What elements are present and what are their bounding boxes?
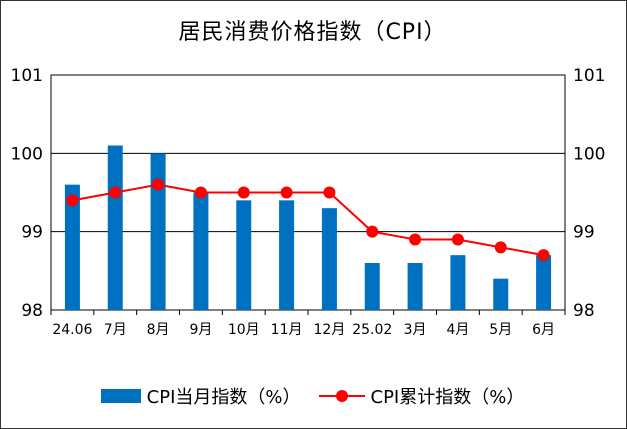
line-point — [66, 194, 79, 207]
y2-tick-label: 99 — [573, 223, 595, 243]
line-point — [237, 186, 250, 199]
line-point — [194, 186, 207, 199]
y2-tick-label: 98 — [573, 301, 595, 321]
line-point — [537, 249, 550, 262]
bar — [450, 255, 466, 310]
x-tick-label: 24.06 — [52, 322, 92, 338]
bar — [150, 153, 166, 310]
x-tick-label: 4月 — [446, 322, 469, 338]
line-point — [409, 233, 422, 246]
line-point — [366, 225, 379, 238]
x-tick-label: 12月 — [314, 322, 346, 338]
y-tick-label: 100 — [11, 144, 43, 164]
cumulative-line — [72, 183, 544, 257]
y-tick-label: 99 — [21, 223, 43, 243]
y-tick-label: 98 — [21, 301, 43, 321]
bar — [321, 208, 337, 310]
y2-tick-label: 101 — [573, 66, 605, 86]
x-tick-label: 8月 — [147, 322, 170, 338]
bar — [536, 255, 552, 310]
legend-label-monthly: CPI当月指数（%） — [146, 387, 301, 408]
legend-item-monthly: CPI当月指数（%） — [100, 383, 301, 409]
line-point — [494, 241, 507, 254]
legend-swatch-cumulative — [318, 389, 365, 403]
x-tick-label: 9月 — [189, 322, 212, 338]
chart-title: 居民消费价格指数（CPI） — [178, 20, 447, 45]
x-tick-label: 3月 — [404, 322, 427, 338]
bar — [407, 263, 423, 310]
bar — [64, 184, 80, 310]
x-tick-label: 11月 — [271, 322, 303, 338]
x-tick-label: 6月 — [532, 322, 555, 338]
bar — [107, 145, 123, 310]
bar — [364, 263, 380, 310]
bar — [193, 192, 209, 310]
line-point — [323, 186, 336, 199]
bar — [493, 278, 509, 310]
line-point — [109, 186, 122, 199]
legend-item-cumulative: CPI累计指数（%） — [318, 383, 525, 409]
line-point — [152, 178, 165, 191]
legend-swatch-monthly — [100, 389, 141, 403]
legend-label-cumulative: CPI累计指数（%） — [370, 387, 525, 408]
bar — [279, 200, 295, 310]
line-point — [451, 233, 464, 246]
x-tick-label: 7月 — [104, 322, 127, 338]
line-point — [280, 186, 293, 199]
bar — [236, 200, 252, 310]
y-tick-label: 101 — [11, 66, 43, 86]
x-tick-label: 5月 — [489, 322, 512, 338]
x-tick-label: 25.02 — [352, 322, 392, 338]
x-tick-label: 10月 — [228, 322, 260, 338]
y2-tick-label: 100 — [573, 144, 605, 164]
legend: CPI当月指数（%） CPI累计指数（%） — [0, 382, 625, 410]
